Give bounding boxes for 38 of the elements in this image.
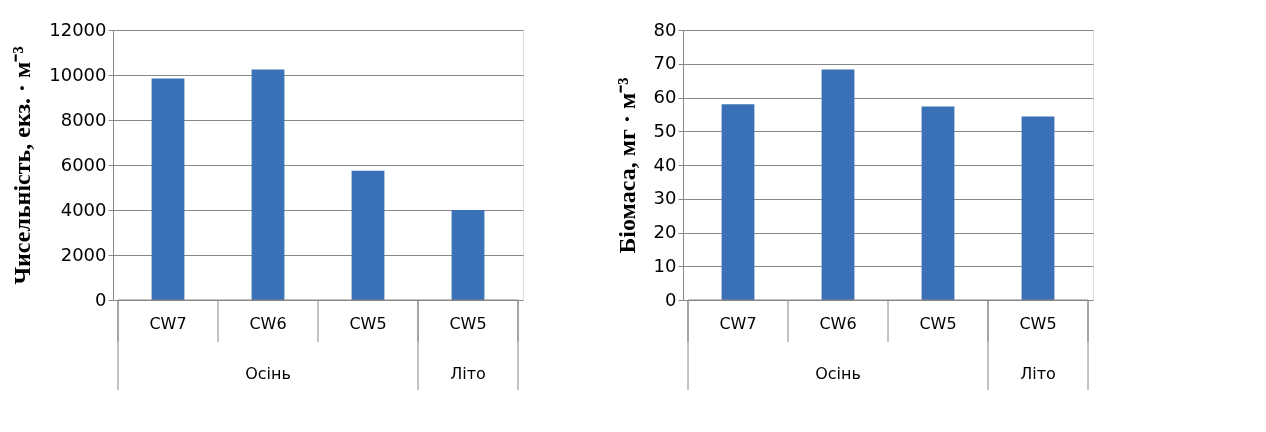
y-tick-label: 30 [653, 187, 677, 209]
bar [721, 104, 755, 300]
y-axis-title: Біомаса, мг · м⁻³ [613, 77, 640, 254]
bar [251, 69, 285, 300]
y-tick-label: 60 [653, 86, 677, 107]
y-tick-label: 2000 [60, 243, 107, 265]
bar [451, 210, 485, 300]
y-tick-label: 6000 [60, 153, 107, 175]
y-tick-label: 10 [653, 254, 677, 276]
y-tick-label: 20 [653, 221, 677, 242]
bar [921, 106, 955, 300]
y-tick-label: 40 [653, 153, 677, 175]
y-tick-label: 50 [653, 119, 677, 141]
x-tick-label: CW6 [249, 314, 287, 333]
x-tick-label: CW7 [149, 314, 187, 333]
x-tick-label: CW6 [819, 314, 857, 333]
y-tick-label: 70 [653, 52, 677, 74]
y-tick-label: 80 [653, 18, 677, 40]
x-tick-label: CW7 [719, 314, 757, 333]
bar [151, 78, 185, 300]
text: Літо [1020, 364, 1056, 383]
bar [821, 69, 855, 300]
x-tick-label: CW5 [1019, 314, 1057, 333]
bar [1021, 116, 1055, 300]
y-tick-label: 0 [665, 288, 677, 310]
y-tick-label: 4000 [60, 198, 107, 220]
y-tick-label: 8000 [60, 108, 107, 130]
x-tick-label: CW5 [349, 314, 387, 333]
y-tick-label: 0 [95, 288, 107, 310]
bar [351, 170, 385, 300]
text: Осінь [245, 364, 291, 383]
y-axis-title: Чисельність, екз. · м⁻³ [9, 46, 36, 285]
text: Осінь [815, 364, 861, 383]
x-tick-label: CW5 [449, 314, 487, 333]
x-tick-label: CW5 [919, 314, 957, 333]
y-tick-label: 10000 [49, 63, 107, 85]
y-tick-label: 12000 [49, 18, 107, 40]
text: Літо [450, 364, 486, 383]
